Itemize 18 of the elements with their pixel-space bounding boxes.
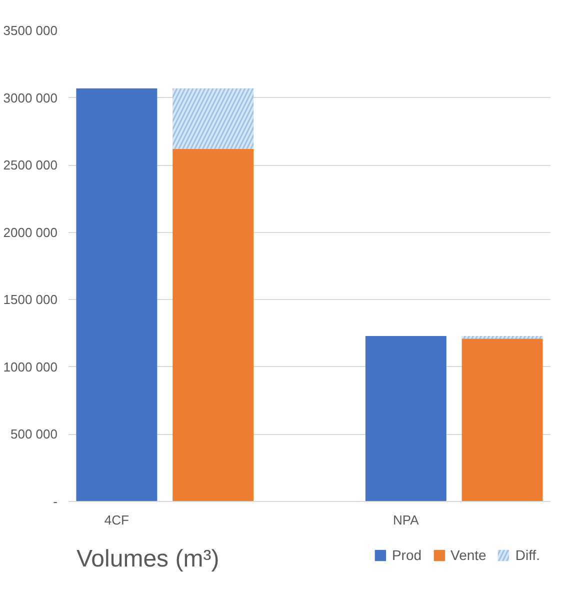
bar bbox=[365, 336, 446, 502]
y-tick-label: 3500 000 bbox=[3, 23, 58, 38]
y-tick-label: 1500 000 bbox=[3, 292, 58, 308]
legend-label: Diff. bbox=[515, 547, 540, 563]
y-tick-label: 3000 000 bbox=[3, 90, 58, 106]
bar bbox=[172, 148, 254, 502]
y-tick-label: 2500 000 bbox=[3, 158, 58, 173]
x-tick-label: NPA bbox=[393, 512, 420, 528]
y-tick-label: - bbox=[53, 494, 58, 509]
y-tick-label: 2000 000 bbox=[3, 224, 58, 240]
legend-label: Vente bbox=[450, 547, 486, 563]
y-tick-label: 1000 000 bbox=[3, 359, 58, 374]
bar bbox=[76, 88, 158, 502]
x-tick-label: 4CF bbox=[104, 512, 130, 528]
bar bbox=[462, 338, 543, 502]
text: Volumes (m³) bbox=[76, 546, 220, 572]
y-tick-label: 500 000 bbox=[10, 426, 58, 442]
legend-label: Prod bbox=[392, 547, 422, 563]
